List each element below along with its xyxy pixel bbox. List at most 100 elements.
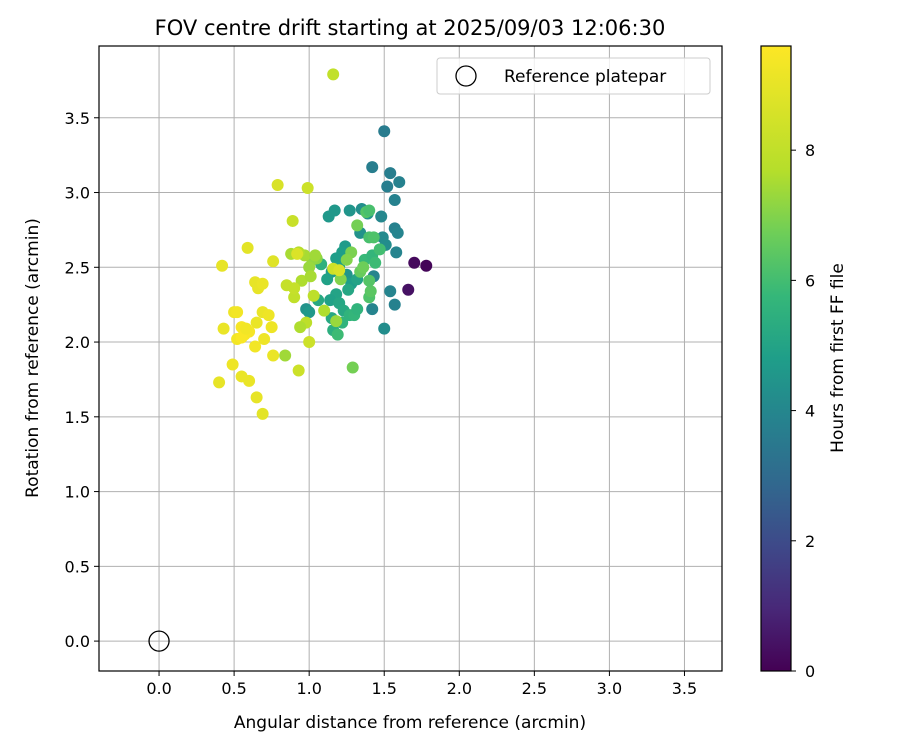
plot-frame — [98, 45, 723, 672]
colorbar-frame — [760, 45, 792, 672]
data-point — [231, 306, 244, 319]
x-tick-label: 0.5 — [221, 679, 246, 698]
data-point — [327, 68, 340, 81]
x-tick-label: 3.0 — [597, 679, 622, 698]
data-point — [378, 125, 391, 138]
data-point — [309, 249, 322, 262]
y-axis-ticks: 0.0 0.5 1.0 1.5 2.0 2.5 3.0 3.5 — [65, 109, 99, 651]
y-tick-label: 1.5 — [65, 408, 90, 427]
data-point — [318, 304, 331, 317]
data-point — [330, 315, 343, 328]
reference-platepar-marker — [148, 630, 170, 652]
data-point — [226, 358, 239, 371]
data-point — [333, 264, 346, 277]
y-tick-label: 2.0 — [65, 333, 90, 352]
data-point — [420, 259, 433, 272]
legend: Reference platepar — [436, 57, 711, 95]
y-tick-label: 3.5 — [65, 109, 90, 128]
data-point — [279, 349, 292, 362]
colorbar: 0 2 4 6 8 Hours from first FF file — [760, 45, 848, 681]
data-point — [256, 407, 269, 420]
data-point — [342, 283, 355, 296]
colorbar-gradient — [761, 46, 791, 671]
colorbar-tick-label: 4 — [805, 402, 815, 421]
data-point — [402, 283, 415, 296]
data-point — [378, 322, 391, 335]
data-point — [408, 256, 421, 269]
data-point — [288, 282, 301, 295]
chart-title: FOV centre drift starting at 2025/09/03 … — [155, 16, 666, 40]
data-point — [391, 226, 404, 239]
colorbar-ticks: 0 2 4 6 8 — [791, 141, 815, 681]
data-point — [375, 210, 388, 223]
data-point — [369, 256, 382, 269]
data-point — [295, 274, 308, 287]
data-point — [367, 231, 380, 244]
data-point — [258, 333, 271, 346]
data-point — [366, 303, 379, 316]
data-point — [322, 210, 335, 223]
data-points — [213, 68, 433, 420]
data-point — [303, 306, 316, 319]
data-point — [363, 274, 376, 287]
data-point — [240, 322, 253, 335]
data-point — [351, 219, 364, 232]
data-point — [364, 285, 377, 298]
data-point — [346, 361, 359, 374]
data-point — [216, 259, 229, 272]
x-tick-label: 3.5 — [672, 679, 697, 698]
data-point — [294, 321, 307, 334]
data-point — [267, 349, 280, 362]
data-point — [307, 289, 320, 302]
data-point — [366, 161, 379, 174]
x-axis-label: Angular distance from reference (arcmin) — [234, 713, 586, 733]
data-point — [262, 309, 275, 322]
data-point — [331, 328, 344, 341]
data-point — [334, 273, 347, 286]
x-tick-label: 1.5 — [372, 679, 397, 698]
data-point — [213, 376, 226, 389]
data-point — [249, 340, 262, 353]
data-point — [303, 336, 316, 349]
data-point — [384, 285, 397, 298]
data-point — [393, 176, 406, 189]
y-tick-label: 2.5 — [65, 258, 90, 277]
data-point — [390, 246, 403, 259]
data-point — [286, 214, 299, 227]
y-tick-label: 3.0 — [65, 184, 90, 203]
data-point — [321, 273, 334, 286]
colorbar-tick-label: 2 — [805, 532, 815, 551]
colorbar-tick-label: 6 — [805, 271, 815, 290]
data-point — [384, 167, 397, 180]
data-point — [388, 194, 401, 207]
legend-box — [436, 57, 711, 95]
data-point — [235, 331, 248, 344]
data-point — [267, 255, 280, 268]
data-point — [271, 179, 284, 192]
x-tick-label: 2.0 — [447, 679, 472, 698]
data-point — [363, 204, 376, 217]
data-point — [303, 261, 316, 274]
data-point — [351, 303, 364, 316]
reference-marker-group — [148, 630, 170, 652]
data-point — [381, 180, 394, 193]
y-tick-label: 0.5 — [65, 557, 90, 576]
data-point — [388, 298, 401, 311]
y-axis-label: Rotation from reference (arcmin) — [23, 218, 43, 498]
data-point — [324, 294, 337, 307]
colorbar-label: Hours from first FF file — [828, 263, 848, 453]
data-point — [357, 261, 370, 274]
data-point — [301, 182, 314, 195]
data-point — [265, 321, 278, 334]
data-point — [241, 241, 254, 254]
x-tick-label: 0.0 — [146, 679, 171, 698]
data-point — [373, 243, 386, 256]
legend-reference-marker — [455, 65, 477, 87]
colorbar-tick-label: 0 — [805, 662, 815, 681]
data-point — [304, 270, 317, 283]
data-point — [343, 204, 356, 217]
data-point — [250, 316, 263, 329]
x-tick-label: 2.5 — [522, 679, 547, 698]
